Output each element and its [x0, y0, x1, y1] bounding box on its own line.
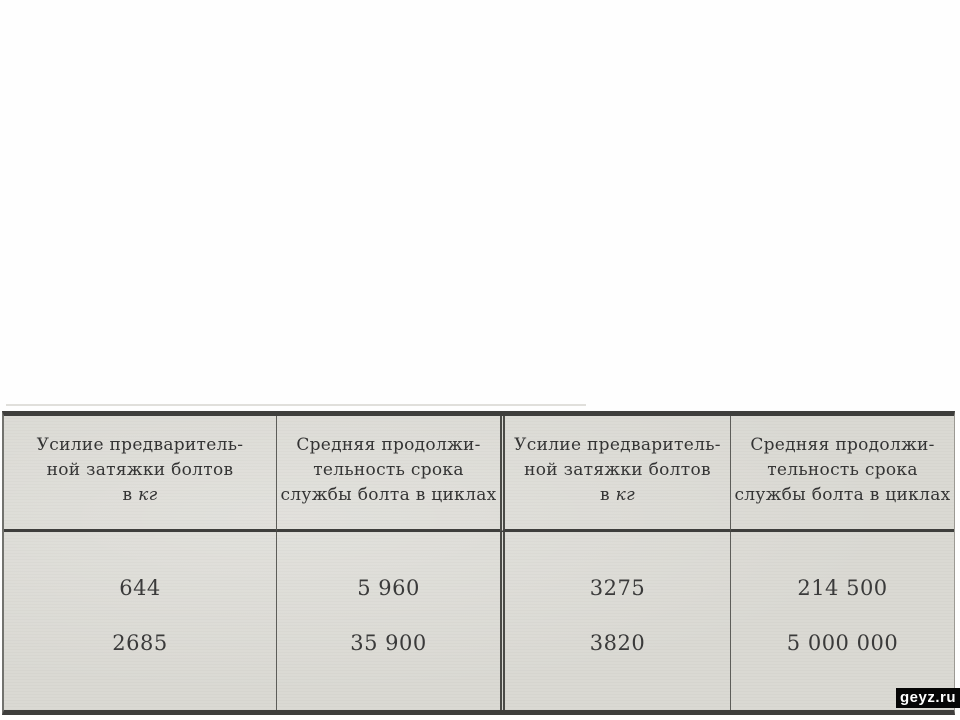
header-line: ной затяжки болтов	[524, 460, 711, 480]
header-line: Усилие предваритель-	[514, 435, 721, 455]
header-line: ной затяжки болтов	[46, 460, 234, 480]
table-cell: 2685	[112, 631, 168, 655]
table-cell: 644	[119, 576, 161, 600]
header-line: в кг	[505, 483, 730, 508]
table-cell: 35 900	[350, 631, 427, 655]
table-cell: 3275	[589, 576, 646, 600]
header-line: тельность срока	[313, 460, 464, 480]
header-cell-force-left: Усилие предваритель- ной затяжки болтов …	[4, 416, 276, 532]
header-line: службы болта в циклах	[280, 485, 497, 505]
unit-kg: кг	[138, 485, 158, 505]
table-cell: 214 500	[797, 576, 888, 600]
geyz-watermark: geyz.ru	[896, 688, 960, 708]
unit-prefix: в	[122, 485, 133, 505]
table-cell: 3820	[589, 631, 646, 655]
table-cell: 5 000 000	[786, 631, 899, 655]
header-line: Усилие предваритель-	[36, 435, 244, 455]
header-line: Средняя продолжи-	[296, 435, 481, 455]
data-column-life-left: 5 960 35 900	[276, 532, 500, 710]
unit-prefix: в	[600, 485, 610, 505]
bolt-life-table: Усилие предваритель- ной затяжки болтов …	[2, 411, 955, 715]
scan-artifact-line	[6, 404, 586, 406]
data-column-force-left: 644 2685	[4, 532, 276, 710]
data-column-force-right: 3275 3820	[500, 532, 730, 710]
header-line: тельность срока	[767, 460, 918, 480]
table-cell: 5 960	[357, 576, 420, 600]
header-line: службы болта в циклах	[734, 485, 951, 505]
header-cell-life-left: Средняя продолжи- тельность срока службы…	[276, 416, 500, 532]
header-line: Средняя продолжи-	[750, 435, 935, 455]
header-cell-life-right: Средняя продолжи- тельность срока службы…	[730, 416, 954, 532]
unit-kg: кг	[615, 485, 635, 505]
data-column-life-right: 214 500 5 000 000	[730, 532, 954, 710]
header-line: в кг	[4, 483, 276, 508]
header-cell-force-right: Усилие предваритель- ной затяжки болтов …	[500, 416, 730, 532]
